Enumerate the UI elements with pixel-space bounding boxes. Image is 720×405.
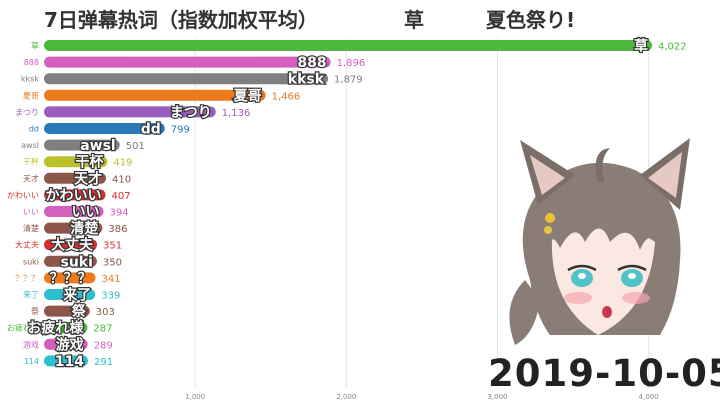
- x-tick-label: 1,000: [185, 393, 205, 401]
- value-label: 407: [112, 191, 131, 202]
- category-label: 114: [24, 357, 39, 366]
- bar: [44, 123, 165, 134]
- category-label: お疲れ様: [7, 323, 39, 333]
- value-label: 1,896: [337, 58, 366, 69]
- bar-name-label: 游戏: [56, 336, 84, 353]
- category-label: 游戏: [23, 339, 39, 349]
- bar-name-label: 干杯: [75, 154, 104, 171]
- value-label: 1,466: [272, 91, 301, 102]
- bar-name-label: かわいい: [46, 188, 102, 204]
- category-label: dd: [29, 125, 39, 134]
- bar: [44, 56, 331, 68]
- bar: [44, 73, 329, 85]
- bar-name-label: suki: [60, 254, 92, 270]
- bar: [44, 305, 90, 317]
- category-label: 草: [31, 41, 39, 51]
- x-tick-label: 4,000: [639, 393, 659, 401]
- bar: [44, 338, 88, 350]
- bar-name-label: 888: [297, 55, 326, 71]
- category-label: ？？？: [15, 274, 39, 283]
- bar: [44, 172, 106, 184]
- bar: [44, 89, 266, 101]
- x-tick-label: 2,000: [336, 393, 356, 401]
- value-label: 291: [94, 357, 113, 368]
- category-label: 祭: [31, 306, 39, 316]
- date-label: 2019-10-05: [488, 352, 720, 395]
- bar-name-label: dd: [141, 122, 161, 138]
- value-label: 501: [126, 141, 145, 152]
- bar-name-label: awsl: [80, 138, 116, 154]
- value-label: 799: [171, 125, 190, 136]
- category-label: 来了: [23, 291, 39, 300]
- event-label: 夏色祭り!: [486, 8, 576, 32]
- bar: [44, 206, 104, 217]
- value-label: 350: [103, 257, 122, 268]
- chart-title: 7日弹幕热词（指数加权平均）: [44, 8, 318, 32]
- category-label: 天才: [23, 173, 39, 183]
- value-label: 1,136: [222, 108, 251, 119]
- category-label: suki: [23, 257, 39, 266]
- bar-name-label: 天才: [74, 170, 102, 187]
- bar: [44, 106, 216, 118]
- category-label: awsl: [21, 141, 39, 150]
- value-label: 419: [113, 158, 132, 169]
- value-label: 287: [93, 324, 112, 335]
- bar-name-label: 夏哥: [234, 87, 262, 104]
- category-label: 清楚: [23, 223, 39, 233]
- bar: [44, 322, 88, 334]
- category-label: 夏哥: [23, 91, 39, 100]
- category-label: kksk: [21, 75, 39, 84]
- value-label: 4,022: [658, 42, 687, 53]
- bar-name-label: まつり: [170, 105, 212, 121]
- bar: [44, 239, 98, 251]
- value-label: 351: [103, 241, 122, 252]
- category-label: 大丈夫: [15, 240, 39, 250]
- category-label: まつり: [15, 108, 39, 117]
- bar: [44, 255, 97, 267]
- bar: [44, 272, 96, 284]
- category-label: かわいい: [7, 191, 39, 200]
- x-tick-label: 3,000: [487, 393, 507, 401]
- bar: [44, 156, 108, 168]
- bar: [44, 222, 103, 234]
- value-label: 289: [94, 340, 113, 351]
- bar-name-label: お疲れ様: [27, 320, 84, 337]
- bar: [44, 189, 106, 201]
- bar-name-label: いい: [72, 205, 100, 221]
- bar-name-label: 来了: [62, 288, 91, 304]
- bar-name-label: 大丈夫: [51, 237, 94, 254]
- value-label: 303: [96, 307, 115, 318]
- anime-girl-avatar-icon: [509, 138, 690, 345]
- bar-name-label: ？？？: [50, 271, 92, 287]
- bar: [44, 40, 652, 51]
- category-label: いい: [23, 208, 39, 217]
- category-label: 888: [24, 58, 39, 67]
- top-word-label: 草: [404, 8, 424, 32]
- value-label: 386: [108, 224, 127, 235]
- bar: [44, 355, 88, 367]
- bar-name-label: kksk: [288, 72, 325, 88]
- value-label: 339: [101, 291, 120, 302]
- bar-name-label: 114: [55, 354, 84, 370]
- value-label: 410: [112, 174, 131, 185]
- value-label: 341: [102, 274, 121, 285]
- value-label: 394: [110, 208, 129, 219]
- value-label: 1,879: [334, 75, 363, 86]
- bar-name-label: 祭: [71, 303, 87, 320]
- bar: [44, 139, 120, 151]
- bar: [44, 289, 96, 300]
- bar-name-label: 草: [634, 38, 648, 55]
- bar-name-label: 清楚: [70, 220, 99, 237]
- category-label: 干杯: [23, 157, 39, 167]
